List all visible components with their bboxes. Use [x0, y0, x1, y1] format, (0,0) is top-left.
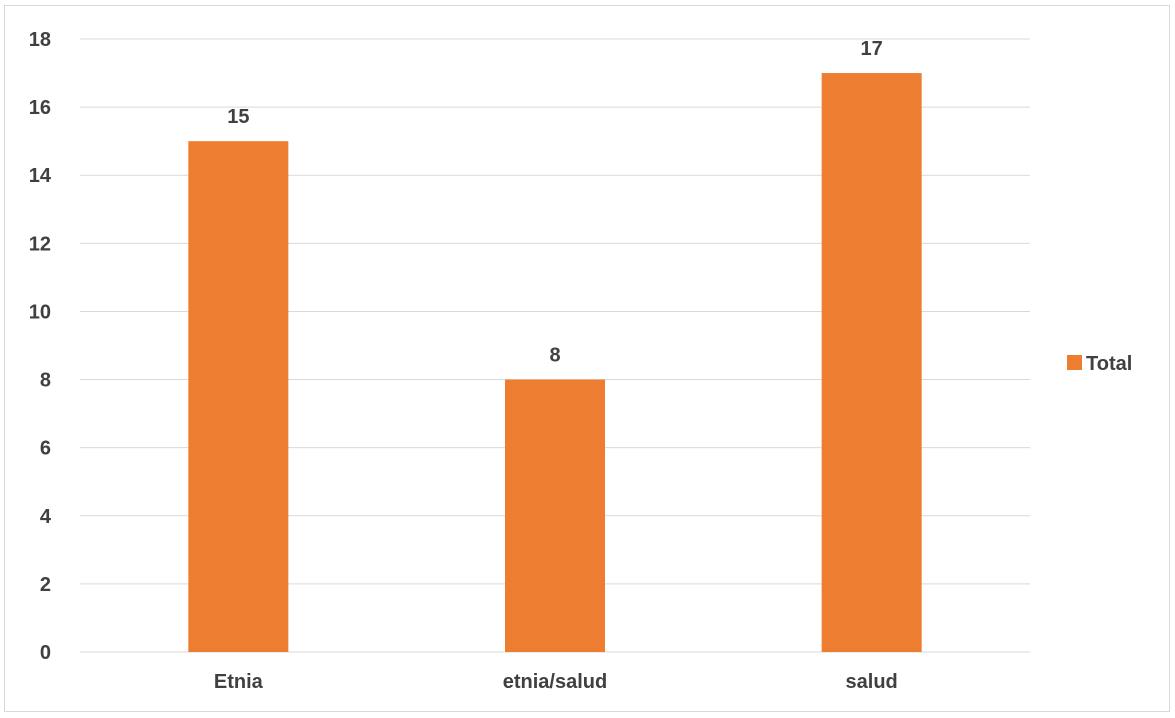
- bars: [188, 73, 922, 653]
- bar-chart: 0 2 4 6 8 10 12 14 16 18 15 8 17 Etnia etnia/salud sa…: [29, 29, 1133, 693]
- x-tick-label: Etnia: [214, 671, 264, 693]
- bar-etnia: [188, 141, 289, 652]
- data-label: 15: [227, 106, 249, 128]
- y-tick-label: 0: [40, 642, 51, 664]
- data-labels: 15 8 17: [227, 38, 883, 367]
- legend-label: Total: [1086, 353, 1132, 375]
- y-tick-label: 8: [40, 370, 51, 392]
- y-axis-tick-labels: 0 2 4 6 8 10 12 14 16 18: [29, 29, 52, 664]
- chart-frame: 0 2 4 6 8 10 12 14 16 18 15 8 17 Etnia etnia/salud sa…: [4, 5, 1170, 712]
- data-label: 17: [861, 38, 883, 60]
- y-tick-label: 18: [29, 29, 51, 51]
- legend: Total: [1067, 353, 1132, 375]
- bar-etnia-salud: [505, 379, 605, 652]
- y-tick-label: 12: [29, 233, 51, 255]
- y-tick-label: 16: [29, 97, 51, 119]
- x-tick-label: etnia/salud: [503, 671, 607, 693]
- legend-swatch: [1067, 355, 1082, 370]
- x-axis-tick-labels: Etnia etnia/salud salud: [214, 671, 898, 693]
- bar-salud: [821, 73, 922, 653]
- y-tick-label: 6: [40, 438, 51, 460]
- y-tick-label: 4: [40, 506, 52, 528]
- y-tick-label: 2: [40, 574, 51, 596]
- x-tick-label: salud: [846, 671, 898, 693]
- data-label: 8: [549, 345, 560, 367]
- y-tick-label: 14: [29, 165, 52, 187]
- y-tick-label: 10: [29, 301, 51, 323]
